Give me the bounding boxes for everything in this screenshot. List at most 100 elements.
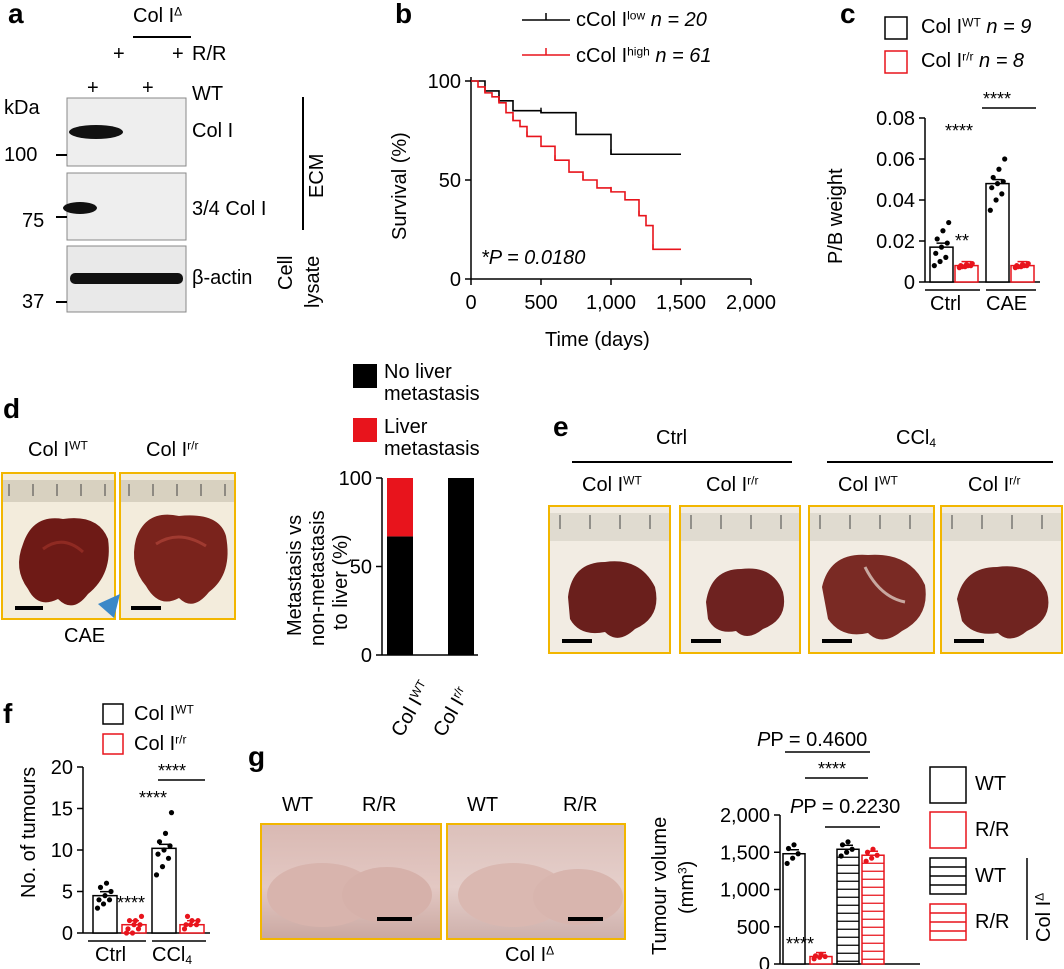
b-series-low-line [471, 80, 681, 156]
c-data-point [938, 244, 945, 250]
a-mw-75: 75 [22, 210, 45, 232]
c-data-point [1025, 260, 1031, 267]
f-group-ctrl: Ctrl [95, 944, 127, 966]
g-p-mid: PP = 0.2230 [790, 796, 901, 818]
f-data-point [106, 897, 113, 903]
d-liver-photo-wt [1, 472, 116, 620]
e-liver-photo-4 [940, 505, 1063, 654]
b-legend-low: cCol Ilow n = 20 [576, 8, 707, 31]
f-data-point [187, 922, 194, 928]
f-data-point [94, 905, 101, 911]
c-data-point [934, 236, 940, 242]
a-plus: + [87, 77, 99, 99]
g-y-tick-label: 500 [737, 917, 770, 939]
c-data-point [994, 181, 1001, 187]
f-data-point [165, 855, 172, 861]
b-legend-high: cCol Ihigh n = 61 [576, 44, 712, 67]
a-band-34col1: 3/4 Col I [192, 198, 267, 220]
c-legend-wt: Col IWT n = 9 [921, 15, 1032, 38]
c-y-tick-label: 0.02 [876, 231, 915, 253]
b-y-tick-label: 50 [439, 170, 461, 192]
g-y-tick-label: 0 [759, 954, 770, 969]
f-y-tick-label: 0 [62, 923, 73, 945]
f-data-point [132, 917, 139, 924]
a-plus: + [142, 77, 154, 99]
c-data-point [946, 219, 952, 226]
a-band-actin: β-actin [192, 267, 253, 289]
f-sig-ccl: **** [139, 788, 168, 808]
c-data-point [996, 166, 1002, 172]
f-y-tick-label: 20 [51, 757, 73, 779]
c-data-point [943, 254, 949, 260]
d-legend-no-1: No liver [384, 361, 452, 383]
f-data-point [96, 897, 102, 903]
c-data-point [993, 197, 999, 203]
g-y-tick-label: 1,000 [720, 880, 770, 902]
g-data-point [818, 951, 824, 957]
c-data-point [933, 250, 939, 256]
panel-label-g: g [248, 741, 266, 772]
a-plus: + [172, 43, 184, 65]
g-data-point [869, 855, 875, 861]
c-y-tick-label: 0.06 [876, 149, 915, 171]
g-bar [782, 852, 806, 965]
g-data-point [838, 853, 844, 859]
g-mouse-photo-1 [260, 823, 442, 940]
f-legend-wt: Col IWT [134, 702, 194, 725]
f-data-point [156, 839, 163, 845]
c-data-point [969, 260, 975, 267]
g-p-top: PP = 0.4600 [757, 729, 868, 751]
g-data-point [870, 846, 876, 852]
a-header-col: Col IΔ [133, 4, 183, 27]
panel-label-b: b [395, 0, 413, 29]
f-sig-top: **** [158, 761, 187, 781]
g-data-point [812, 953, 819, 959]
c-data-point [989, 185, 995, 191]
f-data-point [100, 901, 107, 907]
f-legend-rr: Col Ir/r [134, 732, 187, 755]
g-data-point [849, 846, 855, 852]
b-x-tick-label: 500 [524, 292, 557, 314]
f-data-point [137, 922, 143, 928]
g-data-point [822, 953, 828, 960]
f-data-point [183, 922, 189, 928]
g-footer: Col IΔ [505, 943, 555, 966]
c-y-tick-label: 0.04 [876, 190, 915, 212]
g-mouse-photo-2 [446, 823, 626, 940]
f-y-tick-label: 5 [62, 882, 73, 904]
g-photo-label-2: R/R [362, 794, 397, 816]
g-legend-wt: WT [975, 773, 1007, 795]
g-data-point [785, 845, 792, 852]
b-x-tick-label: 2,000 [726, 292, 776, 314]
d-y-tick-label: 0 [361, 645, 372, 667]
f-y-tick-label: 10 [51, 840, 73, 862]
f-data-point [125, 926, 131, 932]
c-data-point [965, 263, 971, 269]
c-sig-between: **** [983, 89, 1012, 109]
e-group-ccl4: CCl4 [896, 427, 937, 450]
g-legend-wt-delta: WT [975, 865, 1007, 887]
b-x-tick-label: 1,000 [586, 292, 636, 314]
f-bar [151, 847, 177, 934]
panel-label-d: d [3, 393, 21, 424]
g-legend-group: Col IΔ [1032, 892, 1055, 942]
g-data-point [874, 852, 880, 858]
a-plus: + [113, 43, 125, 65]
g-photo-label-4: R/R [563, 794, 598, 816]
c-data-point [1000, 178, 1006, 185]
g-data-point [784, 860, 790, 867]
d-bar-no-metastasis [448, 478, 474, 655]
d-legend-yes-1: Liver [384, 416, 428, 438]
d-y-tick-label: 50 [350, 557, 372, 579]
g-photo-label-3: WT [467, 794, 499, 816]
f-data-point [193, 922, 200, 928]
a-mw-37: 37 [22, 291, 45, 313]
b-xlabel: Time (days) [545, 329, 650, 351]
c-data-point [990, 174, 996, 181]
